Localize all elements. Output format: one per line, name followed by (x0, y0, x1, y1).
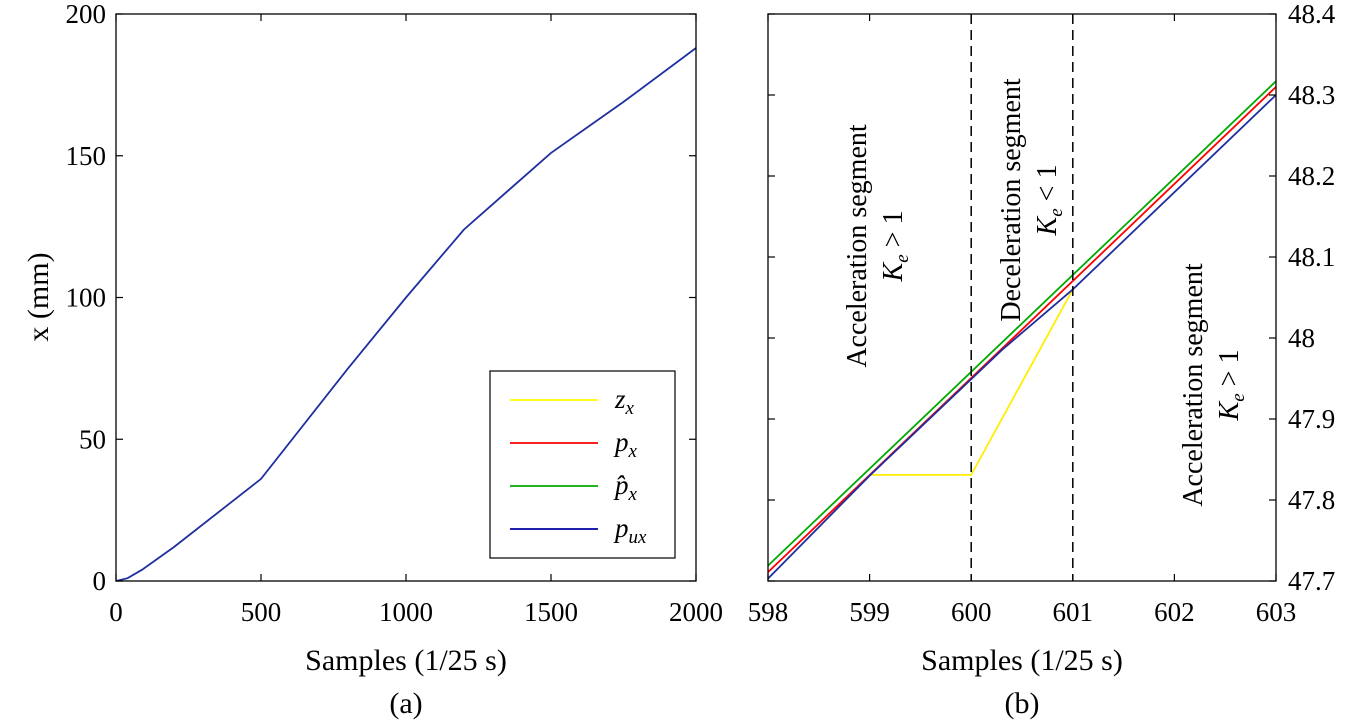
panel-a-ticks: 0 500 1000 1500 2000 0 50 100 150 200 (66, 0, 724, 627)
annotation-deceleration: Deceleration segment Ke < 1 (996, 78, 1067, 322)
panel-b-series-px (767, 80, 1277, 567)
panel-a-frame (115, 13, 697, 582)
panel-b-x-tick-label: 601 (1053, 597, 1094, 627)
annotation-deceleration-title: Deceleration segment (996, 78, 1027, 322)
panel-b-y-tick-label: 47.8 (1288, 485, 1335, 515)
panel-b-y-tick-label: 48.2 (1288, 161, 1335, 191)
panel-b-x-tick-label: 600 (951, 597, 992, 627)
annotation-deceleration-condition: Ke < 1 (1032, 165, 1067, 237)
panel-a-x-tick-label: 2000 (669, 597, 723, 627)
panel-b-series (767, 80, 1277, 580)
panel-b-y-tick-label: 47.7 (1288, 566, 1335, 596)
annotation-acceleration-2-condition: Ke > 1 (1214, 350, 1249, 422)
panel-b-series-pux (767, 94, 1277, 580)
panel-a-x-tick-label: 0 (109, 597, 123, 627)
panel-b-segment-dividers (970, 14, 1074, 581)
annotation-acceleration-1-condition: Ke > 1 (878, 211, 913, 283)
panel-b-x-tick-label: 603 (1256, 597, 1297, 627)
annotation-acceleration-2-title: Acceleration segment (1178, 263, 1209, 507)
legend-label: px (613, 427, 638, 462)
panel-b-series-px (767, 86, 1277, 573)
panel-a-y-tick-label: 0 (93, 566, 107, 596)
legend-label: p̂x (613, 470, 638, 505)
panel-b-label: (b) (1005, 687, 1040, 720)
annotation-acceleration-2: Acceleration segment Ke > 1 (1178, 263, 1249, 507)
panel-b-series-zx (869, 288, 1074, 476)
panel-a-x-tick-label: 1500 (524, 597, 578, 627)
panel-b-frame (767, 13, 1277, 582)
panel-a-label: (a) (389, 687, 422, 720)
panel-a-x-tick-label: 500 (241, 597, 282, 627)
panel-a-chart: 0 500 1000 1500 2000 0 50 100 150 200 x (mm) Samp… (22, 0, 723, 720)
panel-b-y-tick-label: 48.1 (1288, 242, 1335, 272)
panel-b-y-tick-label: 47.9 (1288, 404, 1335, 434)
annotation-acceleration-1-title: Acceleration segment (842, 124, 873, 368)
panel-b-x-tick-label: 599 (849, 597, 890, 627)
panel-a-y-tick-label: 100 (66, 283, 107, 313)
legend-label: pux (613, 513, 647, 548)
panel-a-series (115, 47, 697, 582)
legend: zx px p̂x pux (489, 370, 676, 559)
panel-b-y-tick-label: 48.4 (1288, 0, 1336, 29)
panel-b-x-tick-label: 602 (1154, 597, 1195, 627)
panel-b-y-tick-label: 48.3 (1288, 80, 1335, 110)
panel-a-y-axis-label: x (mm) (22, 252, 55, 341)
panel-b-x-axis-label: Samples (1/25 s) (921, 644, 1123, 677)
panel-b-y-tick-label: 48 (1288, 323, 1315, 353)
panel-a-y-tick-label: 200 (66, 0, 107, 29)
legend-label: zx (614, 384, 635, 419)
panel-a-x-tick-label: 1000 (379, 597, 433, 627)
panel-b-x-tick-label: 598 (748, 597, 789, 627)
panel-a-y-tick-label: 150 (66, 141, 107, 171)
annotation-acceleration-1: Acceleration segment Ke > 1 (842, 124, 913, 368)
panel-a-y-tick-label: 50 (79, 424, 106, 454)
panel-a-x-axis-label: Samples (1/25 s) (305, 644, 507, 677)
legend-box (489, 370, 676, 559)
panel-a-series-pux (115, 47, 697, 582)
